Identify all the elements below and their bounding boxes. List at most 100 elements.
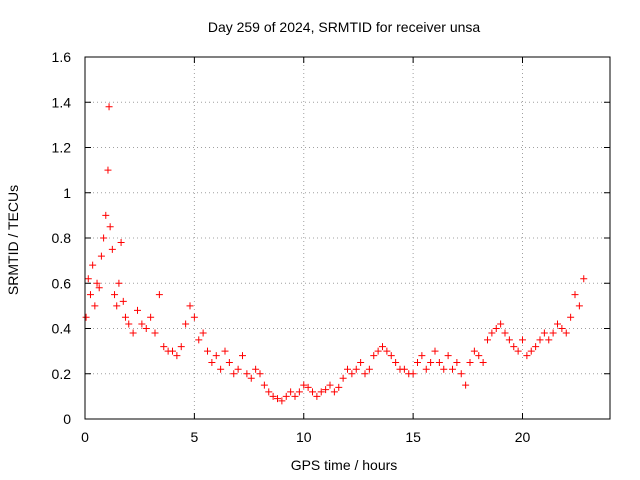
data-point	[260, 381, 268, 389]
data-point	[418, 352, 426, 360]
data-point	[239, 352, 246, 360]
data-point	[383, 347, 391, 355]
tick-marks	[84, 56, 610, 420]
y-tick-label: 1.2	[52, 140, 72, 156]
data-point	[252, 365, 260, 373]
data-point	[510, 343, 518, 351]
data-point	[554, 320, 561, 328]
x-tick-label: 0	[81, 429, 89, 445]
data-point	[370, 352, 378, 360]
data-point	[117, 239, 125, 247]
data-point	[558, 325, 566, 332]
data-point	[348, 370, 356, 378]
data-point	[317, 388, 325, 396]
y-tick-label: 0.6	[52, 275, 72, 291]
data-point	[435, 358, 443, 366]
data-point	[278, 397, 286, 405]
data-point	[361, 370, 369, 378]
data-point	[330, 388, 338, 396]
data-point	[304, 383, 312, 391]
data-point	[365, 365, 373, 373]
data-point	[106, 223, 114, 231]
data-point	[217, 365, 225, 373]
data-point	[339, 374, 347, 382]
data-point	[309, 388, 316, 396]
data-point	[440, 365, 448, 373]
data-point	[466, 358, 474, 366]
data-point	[427, 358, 435, 366]
data-point	[453, 358, 461, 366]
data-point	[532, 343, 540, 351]
data-point	[287, 388, 295, 396]
data-point	[571, 291, 579, 299]
y-tick-label: 1	[63, 185, 71, 201]
data-point	[562, 329, 570, 337]
data-point	[505, 336, 513, 344]
data-point	[111, 291, 119, 299]
data-point	[115, 279, 123, 287]
grid-layer	[85, 57, 610, 419]
data-point	[475, 352, 483, 360]
data-point	[160, 343, 168, 351]
data-point	[295, 388, 303, 396]
data-point	[523, 352, 531, 360]
data-point	[190, 313, 198, 321]
data-point	[93, 279, 101, 287]
data-point	[204, 347, 211, 355]
x-tick-label: 15	[405, 429, 421, 445]
data-point	[89, 261, 97, 269]
data-point	[247, 374, 255, 382]
data-point	[457, 370, 465, 378]
x-tick-label: 20	[515, 429, 531, 445]
data-point	[225, 358, 233, 366]
data-point	[100, 234, 108, 242]
data-point	[300, 381, 308, 389]
data-point	[129, 329, 137, 337]
y-tick-label: 0.4	[52, 321, 72, 337]
data-point	[104, 166, 112, 174]
data-point	[282, 392, 290, 400]
data-point	[212, 352, 220, 360]
y-axis-label: SRMTID / TECUs	[5, 185, 21, 295]
data-point	[322, 386, 330, 394]
data-point	[186, 302, 194, 310]
data-point	[177, 343, 185, 351]
data-point	[105, 103, 113, 111]
data-point	[449, 365, 456, 373]
data-point	[84, 275, 92, 283]
data-point	[422, 365, 430, 373]
data-point	[326, 381, 334, 389]
data-point	[527, 347, 535, 355]
data-point	[400, 365, 408, 373]
y-tick-label: 0.2	[52, 366, 72, 382]
y-tick-label: 1.6	[52, 49, 72, 65]
data-point	[536, 336, 544, 344]
x-axis-label: GPS time / hours	[291, 457, 398, 473]
data-point	[256, 370, 264, 378]
data-point	[492, 325, 500, 332]
data-point	[142, 325, 150, 332]
data-point	[409, 370, 417, 378]
data-point	[291, 392, 299, 400]
data-point	[344, 365, 351, 373]
data-point	[497, 320, 505, 328]
tick-labels: 0 0.2 0.4 0.6 0.8 1 1.2 1.4 1.6 0 5 10 15 20	[52, 49, 531, 445]
data-point	[169, 347, 176, 355]
data-point	[357, 358, 365, 366]
data-point	[414, 358, 421, 366]
data-point	[269, 392, 277, 400]
data-point	[274, 395, 281, 403]
data-point	[108, 245, 116, 253]
data-points	[82, 103, 588, 405]
data-point	[540, 329, 548, 337]
y-tick-label: 0.8	[52, 230, 72, 246]
data-point	[97, 252, 105, 260]
data-point	[221, 347, 229, 355]
data-point	[488, 329, 496, 337]
data-point	[470, 347, 478, 355]
data-point	[121, 313, 129, 321]
data-point	[265, 388, 273, 396]
data-point	[230, 370, 238, 378]
data-point	[147, 313, 155, 321]
data-point	[182, 320, 190, 328]
